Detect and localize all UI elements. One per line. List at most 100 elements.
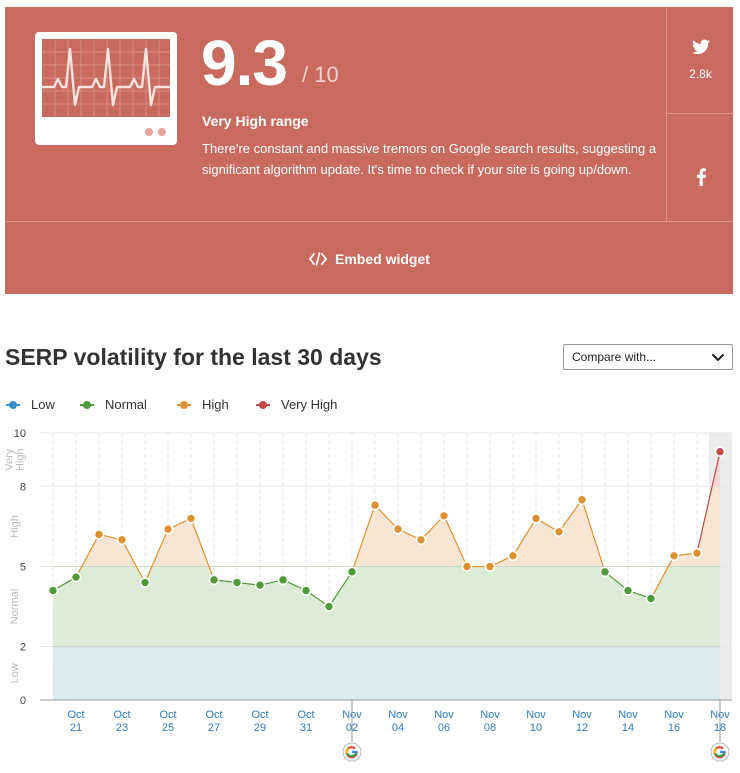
monitor-led [145,128,153,136]
data-point[interactable] [691,547,703,559]
band-label: High [15,448,27,471]
x-tick-label: Oct [297,709,314,721]
series-line-segment [420,515,445,541]
data-point[interactable] [185,513,197,524]
twitter-share-button[interactable]: 2.8k [667,7,734,114]
data-point[interactable] [116,534,128,546]
data-point[interactable] [254,579,266,591]
x-tick-label: 25 [162,722,174,734]
google-update-icon[interactable] [342,742,362,762]
series-line-segment [144,528,169,583]
x-tick-label: 23 [116,722,128,734]
data-point[interactable] [668,550,680,562]
area-band-very-high [53,451,720,487]
series-line-segment [75,534,100,578]
band-label: High [9,515,21,538]
data-point[interactable] [645,593,657,604]
x-tick-label: Oct [159,709,176,721]
x-tick-label: 21 [70,722,82,734]
data-point[interactable] [70,571,82,583]
score-max: / 10 [302,62,339,87]
y-tick-label: 2 [20,642,26,654]
x-tick-label: 31 [300,722,312,734]
x-tick-label: 06 [438,722,450,734]
monitor-screen [42,39,170,117]
x-tick-label: Nov [572,709,592,721]
data-point[interactable] [484,561,496,572]
y-tick-label: 10 [14,428,26,440]
series-line-segment [328,571,353,607]
data-point[interactable] [323,601,335,612]
data-point[interactable] [369,499,381,511]
legend-label: Normal [105,397,147,412]
data-point[interactable] [530,513,542,524]
legend-swatch-icon [177,401,191,409]
data-point[interactable] [553,526,565,538]
x-tick-label: 27 [208,722,220,734]
y-tick-label: 5 [20,562,26,574]
heartbeat-monitor-icon [35,32,177,145]
x-tick-label: 29 [254,722,266,734]
x-tick-label: Oct [205,709,222,721]
compare-with-label: Compare with... [572,350,657,364]
data-point[interactable] [93,529,105,540]
range-description: There're constant and massive tremors on… [202,141,657,177]
score-value: 9.3 [201,27,288,99]
data-point[interactable] [714,446,726,457]
data-point[interactable] [392,523,404,535]
data-point[interactable] [139,577,151,588]
x-tick-label: Nov [480,709,500,721]
twitter-share-count: 2.8k [689,67,712,81]
series-line-segment [512,518,537,557]
google-update-icon[interactable] [710,742,730,762]
heartbeat-graph [42,39,170,117]
series-line-segment [121,539,146,583]
series-line-segment [696,451,721,554]
data-point[interactable] [576,494,588,506]
compare-with-dropdown[interactable]: Compare with... [563,344,733,370]
monitor-led [158,128,166,136]
twitter-icon [692,39,710,55]
x-tick-label: Oct [113,709,130,721]
y-tick-label: 0 [20,695,26,707]
data-point[interactable] [461,561,473,572]
embed-widget-button[interactable]: Embed widget [5,221,733,294]
x-tick-label: 12 [576,722,588,734]
x-tick-label: 16 [668,722,680,734]
data-point[interactable] [599,566,611,578]
embed-widget-label: Embed widget [335,251,430,267]
x-tick-label: 14 [622,722,634,734]
data-point[interactable] [208,574,220,586]
legend-label: High [202,397,229,412]
data-point[interactable] [300,585,312,596]
legend-swatch-icon [80,401,94,409]
facebook-icon [696,168,706,186]
x-tick-label: 10 [530,722,542,734]
band-label: Very [4,448,16,471]
data-point[interactable] [622,585,634,596]
band-label: Low [9,663,21,683]
social-share: 2.8k [666,7,734,221]
data-point[interactable] [438,510,450,522]
series-line-segment [351,504,376,573]
x-tick-label: Oct [251,709,268,721]
x-tick-label: Nov [618,709,638,721]
data-point[interactable] [231,577,243,588]
facebook-share-button[interactable] [667,114,734,221]
embed-widget-content: Embed widget [309,249,430,269]
data-point[interactable] [277,574,289,586]
data-point[interactable] [415,534,427,546]
data-point[interactable] [507,550,519,562]
range-label: Very High range [202,113,309,129]
code-icon [309,252,327,266]
area-band-high [53,486,720,567]
data-point[interactable] [346,566,358,578]
area-band-low [53,646,720,700]
data-point[interactable] [47,585,59,596]
area-band-normal [53,566,720,647]
x-tick-label: 04 [392,722,404,734]
x-tick-label: Nov [388,709,408,721]
data-point[interactable] [162,523,174,535]
x-tick-label: Oct [67,709,84,721]
